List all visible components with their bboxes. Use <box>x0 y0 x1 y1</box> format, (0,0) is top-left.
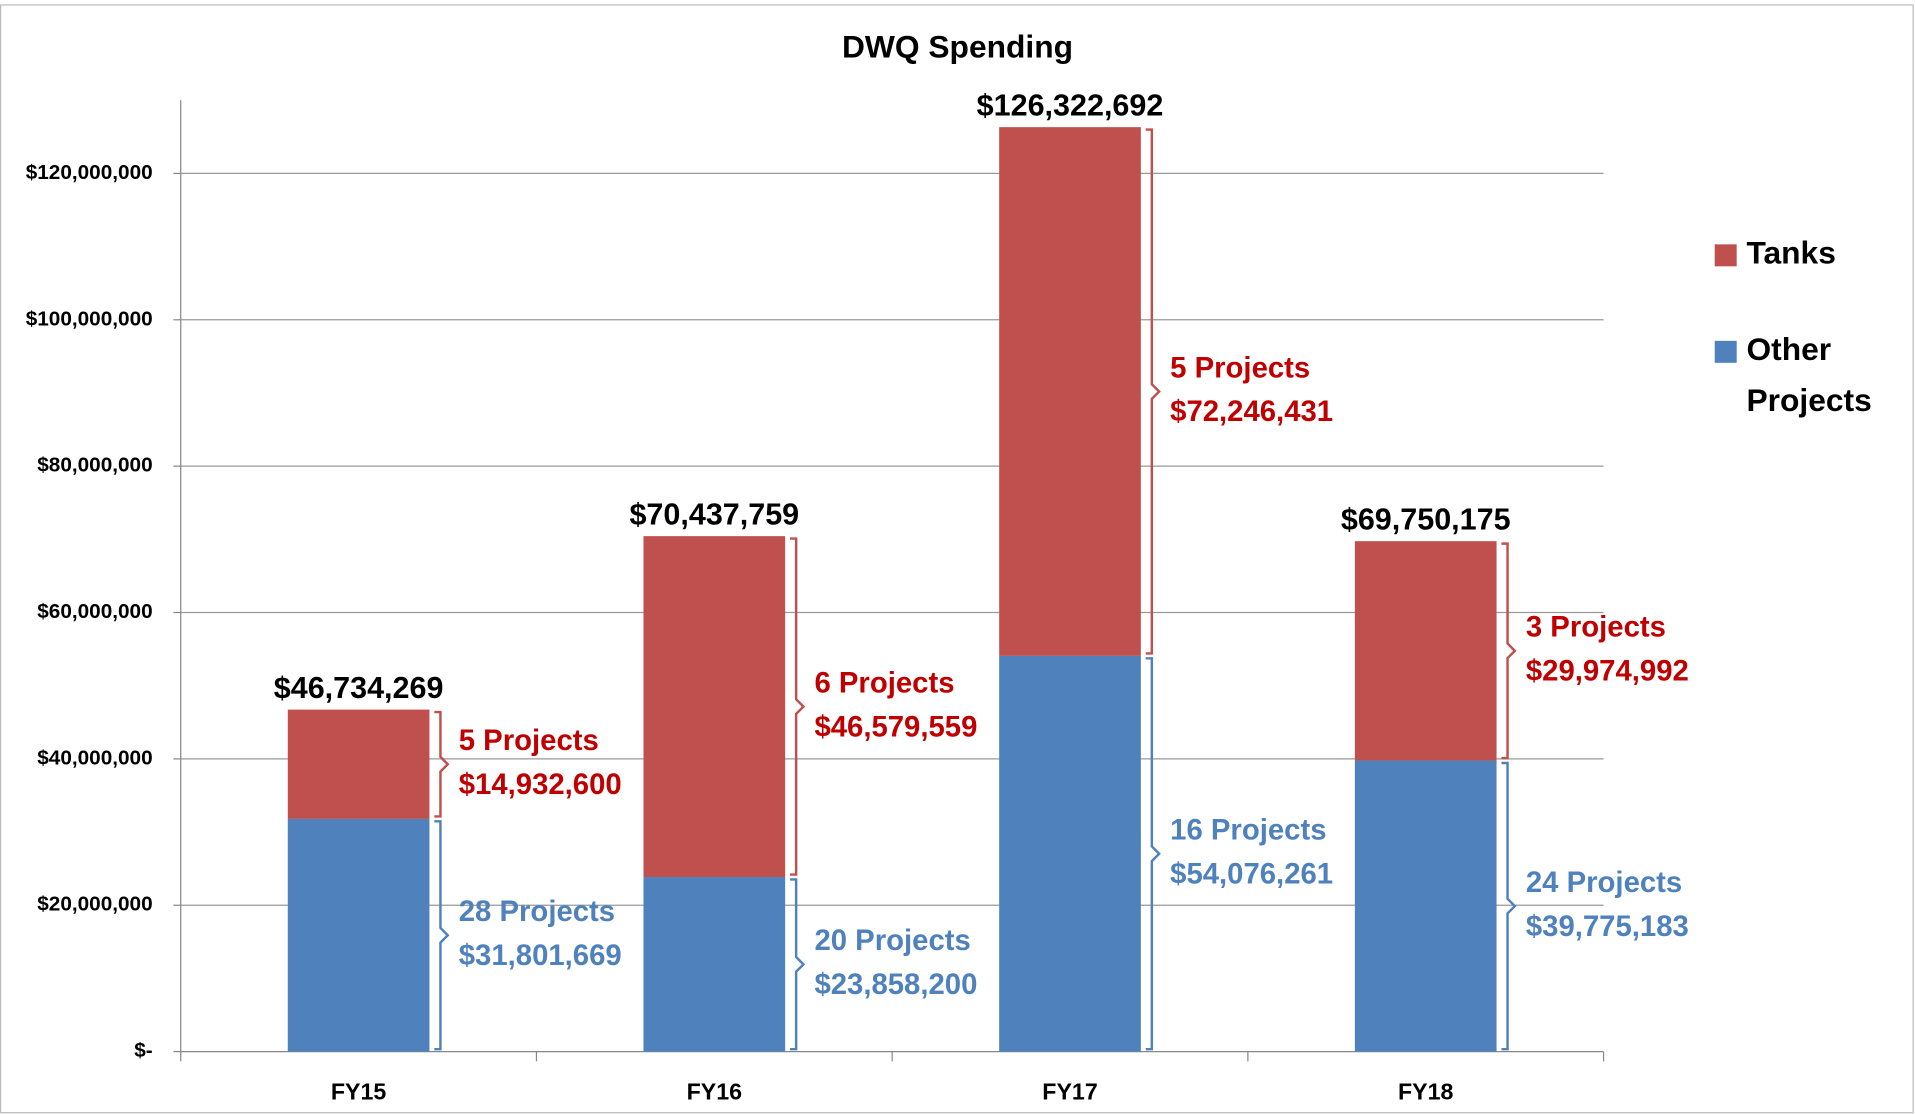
bar-segment <box>643 536 786 878</box>
segment-value-label: $39,775,183 <box>1526 910 1689 943</box>
y-tick-label: $80,000,000 <box>37 454 152 477</box>
segment-count-label: 5 Projects <box>1170 351 1310 384</box>
bracket <box>434 820 450 1051</box>
segment-count-label: 28 Projects <box>459 895 615 928</box>
segment-count-label: 20 Projects <box>814 924 970 957</box>
x-tick-label: FY15 <box>331 1078 387 1104</box>
total-label: $126,322,692 <box>977 89 1164 123</box>
bracket <box>434 710 450 818</box>
legend-swatch <box>1714 244 1737 267</box>
total-label: $69,750,175 <box>1341 503 1511 537</box>
segment-value-label: $14,932,600 <box>459 768 622 801</box>
bracket <box>1501 542 1517 760</box>
bracket <box>1501 761 1517 1051</box>
y-tick-label: $20,000,000 <box>37 893 152 916</box>
segment-value-label: $46,579,559 <box>814 710 977 743</box>
bar-segment <box>1354 760 1497 1052</box>
x-tick-label: FY18 <box>1398 1078 1454 1104</box>
total-label: $46,734,269 <box>274 671 444 705</box>
segment-count-label: 16 Projects <box>1170 814 1326 847</box>
segment-value-label: $29,974,992 <box>1526 655 1689 688</box>
segment-value-label: $23,858,200 <box>814 968 977 1001</box>
x-tick-label: FY16 <box>687 1078 743 1104</box>
y-tick-label: $120,000,000 <box>26 161 153 184</box>
segment-value-label: $31,801,669 <box>459 939 622 972</box>
legend-swatch <box>1714 340 1737 363</box>
bracket <box>790 537 806 876</box>
y-tick-label: $- <box>134 1039 153 1062</box>
y-tick-label: $100,000,000 <box>26 307 153 330</box>
bracket <box>1145 657 1161 1051</box>
segment-count-label: 24 Projects <box>1526 866 1682 899</box>
bar-segment <box>999 127 1141 656</box>
segment-count-label: 6 Projects <box>814 666 954 699</box>
y-tick-label: $40,000,000 <box>37 746 152 769</box>
x-tick-label: FY17 <box>1042 1078 1097 1104</box>
y-tick-label: $60,000,000 <box>37 600 152 623</box>
segment-value-label: $54,076,261 <box>1170 857 1333 890</box>
bar-segment <box>643 877 786 1052</box>
legend-label: Other Projects <box>1746 331 1871 418</box>
total-label: $70,437,759 <box>629 498 799 532</box>
segment-count-label: 3 Projects <box>1526 611 1666 644</box>
segment-value-label: $72,246,431 <box>1170 395 1333 428</box>
chart-title: DWQ Spending <box>842 28 1073 64</box>
bracket <box>1145 128 1161 655</box>
bar-segment <box>1354 541 1497 761</box>
segment-count-label: 5 Projects <box>459 724 599 757</box>
legend-label: Tanks <box>1746 235 1835 271</box>
bar-segment <box>999 655 1141 1052</box>
bar-segment <box>287 818 430 1052</box>
bar-segment <box>287 709 430 819</box>
bracket <box>790 878 806 1051</box>
